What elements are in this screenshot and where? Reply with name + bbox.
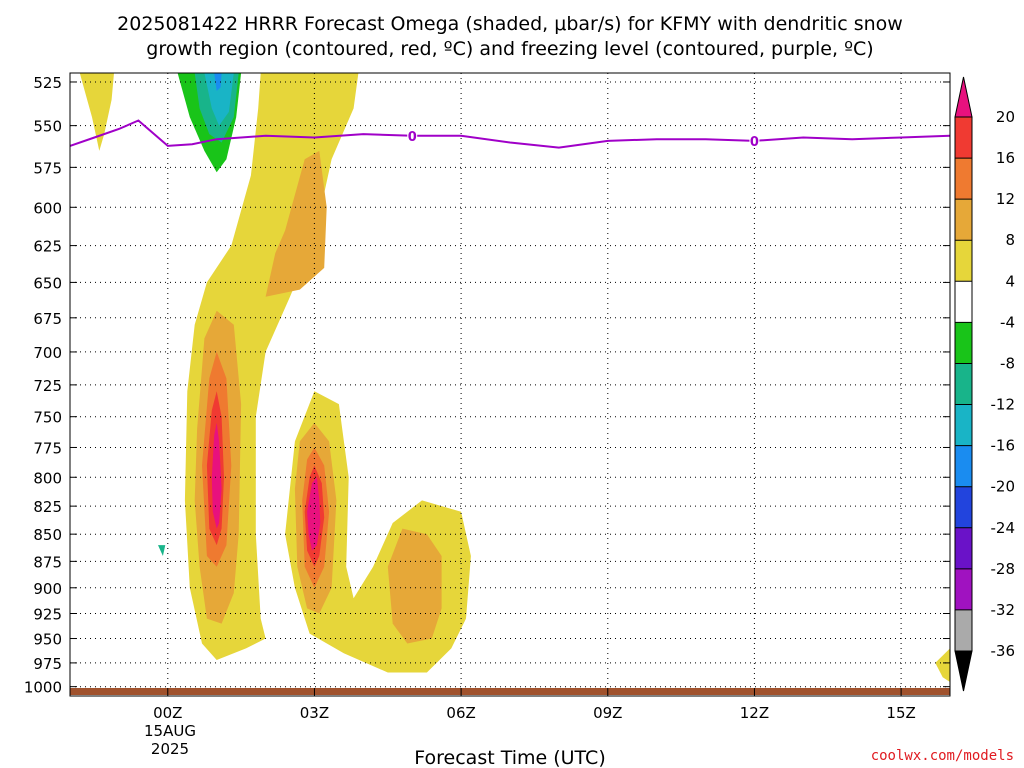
colorbar: 20 16 12 8 4 -4 -8 -12 -16 -20 -24 -28 -32 -36 [954,76,1016,692]
y-tick-label: 625 [33,238,62,256]
colorbar-label: -16 [991,437,1016,455]
colorbar-box [955,322,972,364]
colorbar-box [955,445,972,488]
chart-title-line1: 2025081422 HRRR Forecast Omega (shaded, … [117,13,903,35]
y-tick-label: 850 [33,526,62,544]
y-tick-label: 875 [33,553,62,571]
omega-region-24 [507,623,525,678]
x-tick-label: 03Z [300,704,329,722]
y-tick-label: 750 [33,409,62,427]
date-label-year: 2025 [151,740,189,758]
colorbar-box [955,404,972,447]
chart-title-line2: growth region (contoured, red, ºC) and f… [146,38,873,60]
omega-region-15 [158,545,166,556]
omega-shading [79,73,950,682]
colorbar-label: -36 [991,642,1016,660]
y-tick-label: 675 [33,310,62,328]
colorbar-label: 8 [1005,231,1015,249]
y-tick-label: 575 [33,159,62,177]
omega-region-12 [307,477,321,551]
x-tick-label: 09Z [593,704,622,722]
x-axis: 00Z 03Z 06Z 09Z 12Z 15Z [153,688,916,722]
colorbar-box [955,199,972,241]
grid-lines [70,73,950,696]
y-tick-label: 650 [33,274,62,292]
colorbar-label: 16 [996,149,1015,167]
omega-region-26 [935,648,950,682]
credit-text: coolwx.com/models [871,748,1014,764]
omega-region-13 [387,528,442,644]
y-tick-label: 825 [33,498,62,516]
freezing-level-contour-label: 0 [750,135,759,150]
y-tick-label: 900 [33,580,62,598]
colorbar-label: -28 [991,560,1016,578]
colorbar-box [955,281,972,323]
colorbar-bottom-triangle [954,650,973,692]
colorbar-box [955,240,972,282]
y-tick-label: 975 [33,655,62,673]
y-tick-label: 950 [33,631,62,649]
omega-region-19 [204,73,234,126]
colorbar-box [955,486,972,529]
omega-region-8 [211,422,222,529]
colorbar-box [955,568,972,611]
colorbar-label: 20 [996,108,1015,126]
colorbar-label: -24 [991,519,1016,537]
colorbar-label: 12 [996,190,1015,208]
contour-label-bg [749,132,760,148]
freezing-level-contour-label: 0 [408,130,417,145]
colorbar-box [955,609,972,652]
colorbar-box [955,158,972,200]
x-tick-label: 00Z [153,704,182,722]
y-tick-label: 725 [33,377,62,395]
x-tick-label: 15Z [886,704,915,722]
x-tick-label: 06Z [446,704,475,722]
colorbar-label: -32 [991,601,1016,619]
omega-region-20 [214,73,222,91]
y-tick-label: 525 [33,74,62,92]
surface-ground [70,688,950,695]
colorbar-box [955,117,972,159]
colorbar-label: -20 [991,478,1016,496]
omega-region-21 [263,453,268,523]
x-tick-label: 12Z [740,704,769,722]
omega-region-22 [358,471,371,578]
y-tick-label: 800 [33,469,62,487]
colorbar-box [955,527,972,570]
colorbar-top-triangle [954,76,973,118]
omega-region-3 [265,150,327,297]
y-axis: 525 550 575 600 625 650 675 700 725 750 775 800 825 8… [24,74,950,697]
y-tick-label: 775 [33,439,62,457]
omega-region-14 [138,296,180,593]
y-tick-label: 600 [33,199,62,217]
colorbar-box [955,363,972,406]
omega-region-23 [402,384,425,454]
y-tick-label: 700 [33,344,62,362]
colorbar-label: 4 [1005,272,1015,290]
omega-region-1 [79,73,114,151]
colorbar-label: -4 [1000,313,1015,331]
date-label-day: 15AUG [144,722,196,740]
y-tick-label: 550 [33,118,62,136]
contour-label-bg [407,127,418,143]
x-axis-label: Forecast Time (UTC) [414,747,605,768]
freezing-level-line [69,119,951,149]
y-tick-label: 1000 [24,679,62,697]
colorbar-label: -12 [991,396,1016,414]
y-tick-label: 925 [33,606,62,624]
omega-region-25 [920,511,950,583]
colorbar-label: -8 [1000,354,1015,372]
